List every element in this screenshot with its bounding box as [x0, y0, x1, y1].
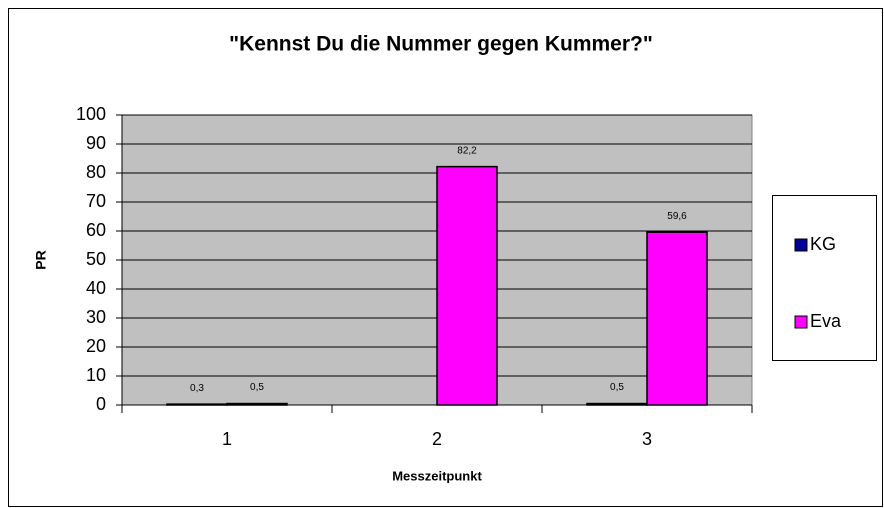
- y-tick-label: 10: [86, 365, 106, 385]
- legend: [772, 195, 877, 361]
- y-tick-label: 80: [86, 162, 106, 182]
- bar: [166, 403, 228, 406]
- x-tick-label: 3: [642, 429, 652, 449]
- y-tick-label: 70: [86, 191, 106, 211]
- data-label: 0,3: [190, 383, 204, 394]
- y-tick-label: 0: [96, 394, 106, 414]
- y-tick-label: 100: [76, 104, 106, 124]
- y-tick-label: 40: [86, 278, 106, 298]
- x-axis-label: Messzeitpunkt: [392, 468, 482, 483]
- x-tick-label: 1: [222, 429, 232, 449]
- y-tick-label: 90: [86, 133, 106, 153]
- bar: [226, 402, 288, 406]
- y-tick-label: 30: [86, 307, 106, 327]
- bar: [586, 402, 648, 406]
- data-label: 59,6: [667, 211, 687, 222]
- legend-swatch: [794, 315, 808, 329]
- y-tick-label: 50: [86, 249, 106, 269]
- bar: [436, 165, 498, 406]
- data-label: 0,5: [250, 382, 264, 393]
- data-label: 0,5: [610, 382, 624, 393]
- chart-title: "Kennst Du die Nummer gegen Kummer?": [229, 33, 653, 56]
- y-tick-label: 60: [86, 220, 106, 240]
- y-axis-label: PR: [33, 250, 49, 269]
- data-label: 82,2: [457, 145, 477, 156]
- bar: [646, 231, 708, 406]
- y-tick-label: 20: [86, 336, 106, 356]
- legend-label: Eva: [810, 311, 842, 331]
- x-tick-label: 2: [432, 429, 442, 449]
- legend-swatch: [794, 238, 808, 252]
- legend-label: KG: [810, 234, 836, 254]
